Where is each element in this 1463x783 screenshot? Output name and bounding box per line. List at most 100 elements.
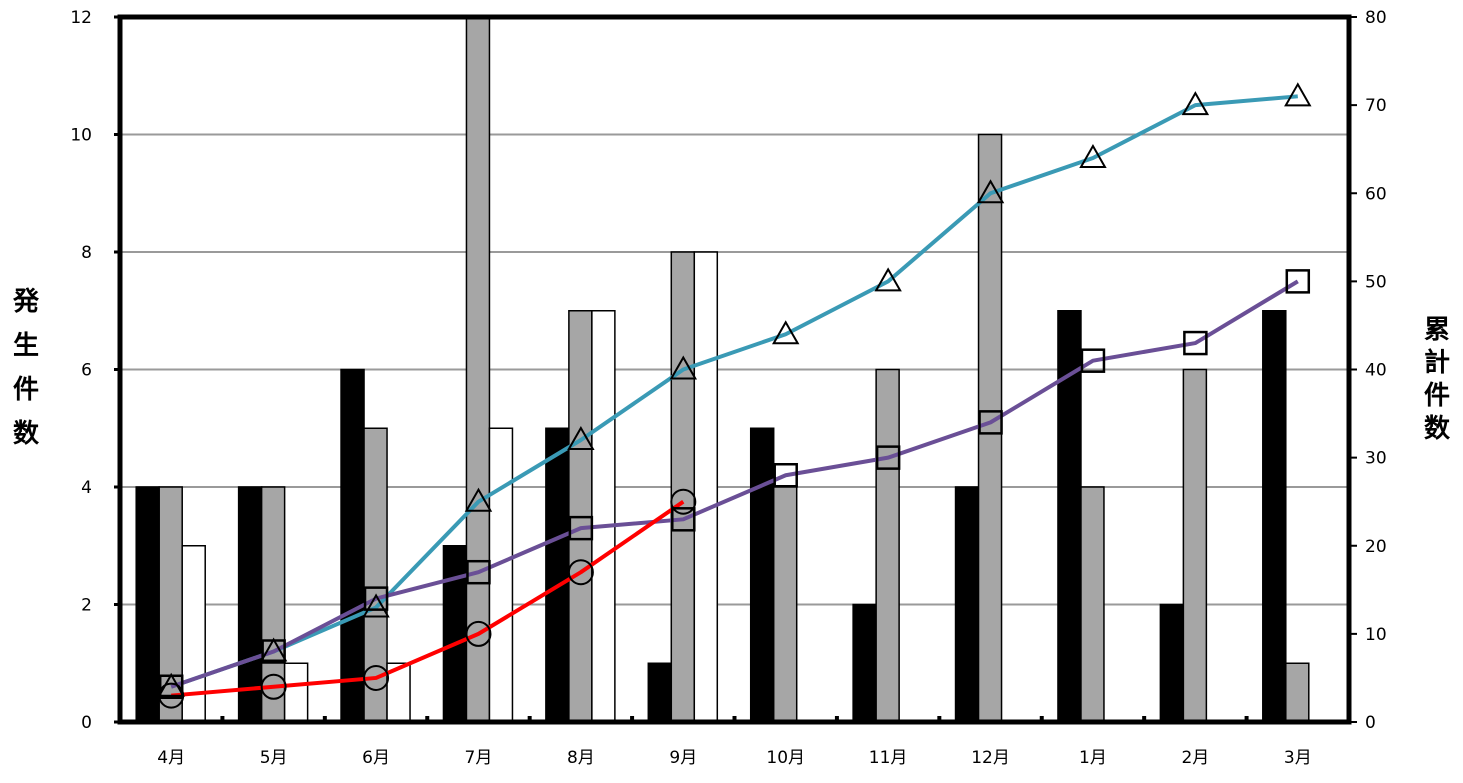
bar-s2-4 (465, 16, 491, 723)
x-tick-label-7: 10月 (766, 748, 805, 768)
right-tick-label-1: 10 (1365, 625, 1387, 645)
right-tick-label-2: 20 (1365, 537, 1387, 557)
bar-s2-9 (977, 133, 1003, 723)
circle-marker-3-5 (567, 559, 594, 586)
triangle-marker-1-3 (362, 593, 390, 618)
bar-s2-7 (772, 486, 798, 723)
bar-s3-6 (693, 251, 719, 723)
bar-s1-11 (1159, 603, 1185, 723)
square-marker-2-10 (1080, 348, 1106, 373)
x-tick-label-6: 9月 (669, 748, 697, 768)
bar-s2-10 (1080, 486, 1105, 723)
triangle-marker-1-7 (771, 320, 800, 345)
right-axis-title: 累計件数 (1424, 315, 1451, 444)
bar-s2-11 (1182, 368, 1208, 723)
bar-s1-1 (135, 486, 160, 723)
right-tick-label-8: 80 (1365, 8, 1387, 28)
bar-s2-12 (1285, 662, 1310, 723)
x-tick-mark-4 (527, 716, 532, 722)
triangle-marker-1-8 (874, 267, 902, 292)
x-tick-mark-6 (732, 716, 737, 722)
square-marker-2-7 (773, 463, 798, 488)
triangle-marker-1-12 (1284, 82, 1312, 107)
x-tick-label-4: 7月 (465, 748, 493, 768)
x-tick-mark-8 (937, 716, 942, 722)
left-tick-label-0: 0 (81, 713, 92, 733)
square-marker-2-11 (1183, 330, 1208, 356)
x-tick-label-11: 2月 (1181, 748, 1209, 768)
x-tick-label-3: 6月 (362, 748, 390, 768)
square-marker-2-2 (261, 639, 286, 664)
right-tick-label-5: 50 (1365, 272, 1387, 292)
bar-s1-3 (340, 368, 365, 723)
square-marker-2-5 (568, 515, 594, 541)
square-marker-2-3 (363, 586, 389, 611)
triangle-marker-1-10 (1079, 143, 1107, 168)
right-tick-label-7: 70 (1365, 96, 1387, 116)
bar-s1-6 (647, 662, 673, 723)
bar-s1-5 (545, 427, 570, 723)
markers (157, 82, 1312, 709)
bar-s1-8 (852, 603, 877, 723)
bar-s3-4 (488, 427, 514, 723)
right-tick-label-0: 0 (1365, 713, 1376, 733)
triangle-marker-1-5 (567, 425, 595, 450)
square-marker-2-4 (466, 559, 491, 585)
triangle-marker-1-2 (259, 637, 288, 662)
triangle-marker-1-9 (976, 179, 1005, 204)
right-tick-label-6: 60 (1365, 184, 1387, 204)
circle-marker-3-3 (363, 664, 390, 691)
square-marker-2-8 (875, 445, 901, 470)
square-marker-2-12 (1285, 269, 1311, 294)
line-series-3 (171, 500, 685, 698)
x-tick-mark-3 (425, 716, 430, 722)
x-tick-label-5: 8月 (567, 748, 595, 768)
bar-s2-6 (670, 251, 696, 723)
triangle-marker-1-6 (669, 355, 698, 380)
circle-marker-3-2 (260, 673, 287, 700)
left-tick-label-6: 12 (70, 8, 92, 28)
circle-marker-3-1 (158, 682, 185, 709)
x-tick-label-10: 1月 (1079, 748, 1107, 768)
x-tick-label-1: 4月 (157, 748, 185, 768)
bar-s1-4 (442, 545, 468, 723)
x-tick-mark-11 (1244, 716, 1249, 722)
tick-labels: 0 2 4 6 8 10 12 0 10 20 30 40 50 60 70 80 4月 5月 6月 7月 8月 9月 10… (70, 8, 1386, 768)
bar-s3-5 (591, 310, 616, 723)
x-tick-mark-10 (1142, 716, 1147, 722)
x-tick-label-12: 3月 (1284, 748, 1312, 768)
line-series-2 (170, 279, 1299, 689)
axes (114, 14, 1357, 725)
x-tick-label-2: 5月 (260, 748, 288, 768)
circle-marker-3-6 (670, 488, 697, 515)
lines (170, 94, 1299, 698)
right-tick-label-3: 30 (1365, 449, 1387, 469)
square-marker-2-9 (978, 410, 1003, 435)
left-tick-label-5: 10 (70, 126, 92, 146)
x-tick-label-8: 11月 (869, 748, 908, 768)
bar-s1-10 (1057, 310, 1082, 723)
axis-titles: 発生件数 累計件数 (12, 287, 1451, 449)
square-marker-2-6 (671, 507, 696, 532)
x-tick-mark-7 (834, 716, 839, 722)
gridlines (120, 133, 1349, 606)
bars (135, 16, 1310, 723)
x-tick-mark-5 (630, 716, 635, 722)
triangle-marker-1-4 (464, 487, 493, 512)
bar-s2-8 (875, 368, 900, 723)
left-tick-label-1: 2 (81, 596, 92, 616)
square-marker-2-1 (158, 674, 184, 699)
x-tick-mark-1 (220, 716, 225, 722)
bar-s3-2 (283, 662, 309, 723)
x-tick-label-9: 12月 (971, 748, 1010, 768)
left-tick-label-4: 8 (81, 243, 92, 263)
left-axis-title: 発生件数 (12, 287, 40, 449)
triangle-marker-1-11 (1181, 91, 1210, 116)
bar-s1-9 (954, 486, 980, 723)
left-tick-label-3: 6 (81, 361, 92, 381)
bar-s1-12 (1262, 310, 1287, 723)
line-series-1 (170, 94, 1298, 689)
circle-marker-3-4 (465, 620, 492, 647)
left-tick-label-2: 4 (81, 478, 92, 498)
